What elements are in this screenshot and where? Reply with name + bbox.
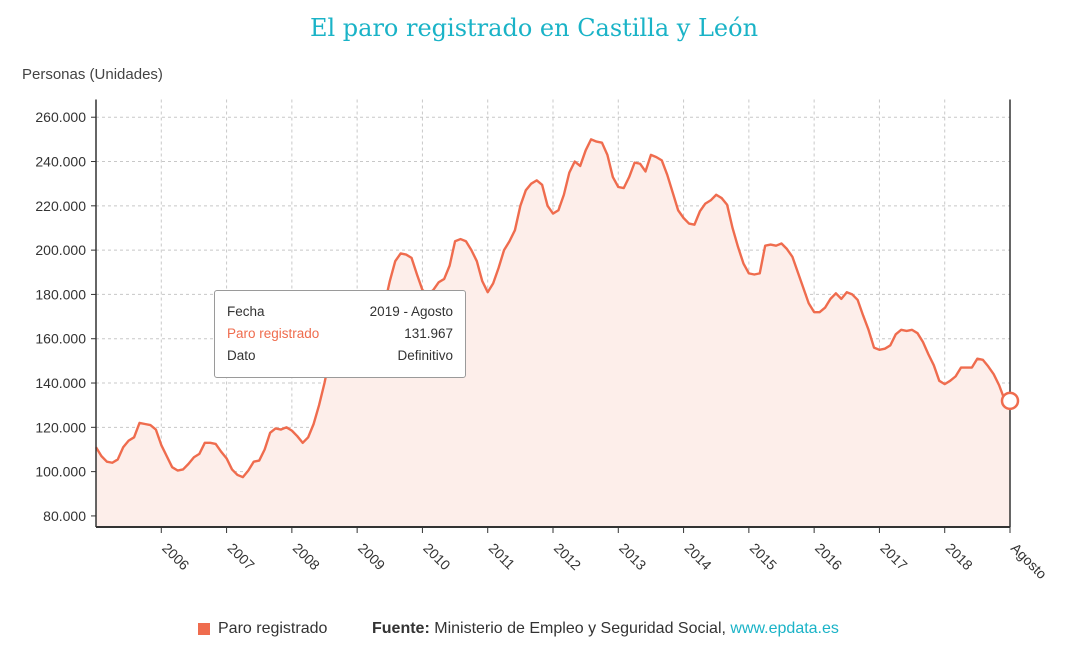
axis-layer	[91, 99, 1011, 533]
source-text: Ministerio de Empleo y Seguridad Social,	[434, 620, 726, 637]
tooltip-series-label: Paro registrado	[227, 326, 320, 341]
tooltip-row-status: Dato Definitivo	[227, 345, 453, 367]
y-tick-label: 220.000	[35, 198, 86, 214]
tooltip-date-label: Fecha	[227, 304, 265, 319]
x-tick-label: 2012	[551, 540, 584, 573]
legend-label: Paro registrado	[218, 620, 328, 637]
x-tick-label: 2011	[486, 540, 519, 573]
legend[interactable]: Paro registrado	[198, 620, 327, 638]
highlight-point	[1000, 391, 1020, 411]
tooltip-series-value: 131.967	[404, 326, 453, 341]
y-tick-label: 100.000	[35, 464, 86, 480]
series-line	[94, 138, 1011, 479]
y-tick-label: 120.000	[35, 419, 86, 435]
x-tick-label: 2013	[616, 540, 649, 573]
y-tick-label: 160.000	[35, 331, 86, 347]
x-tick-label: 2015	[747, 540, 780, 573]
x-tick-label: 2008	[290, 540, 323, 573]
series-area	[96, 139, 1010, 527]
tooltip-row-date: Fecha 2019 - Agosto	[227, 301, 453, 323]
tooltip-date-value: 2019 - Agosto	[369, 304, 453, 319]
line-chart[interactable]: 80.000 100.000 120.000 140.000 160.000 180.00…	[0, 0, 1068, 600]
source-note: Fuente: Ministerio de Empleo y Seguridad…	[372, 620, 839, 638]
tooltip-status-value: Definitivo	[397, 348, 453, 363]
y-tick-label: 180.000	[35, 286, 86, 302]
y-tick-label: 140.000	[35, 375, 86, 391]
tooltip-row-series: Paro registrado 131.967	[227, 323, 453, 345]
y-tick-label: 240.000	[35, 154, 86, 170]
source-link[interactable]: www.epdata.es	[730, 620, 839, 637]
x-tick-label: Agosto	[1008, 540, 1050, 582]
x-tick-label: 2018	[943, 540, 976, 573]
x-tick-label: 2016	[812, 540, 845, 573]
x-tick-label: 2010	[420, 540, 453, 573]
source-prefix: Fuente:	[372, 620, 430, 637]
legend-swatch	[198, 623, 210, 635]
chart-title: El paro registrado en Castilla y León	[309, 14, 759, 42]
data-tooltip: Fecha 2019 - Agosto Paro registrado 131.…	[214, 290, 466, 378]
x-tick-label: 2017	[877, 540, 910, 573]
y-tick-label: 200.000	[35, 242, 86, 258]
y-tick-label: 260.000	[35, 109, 86, 125]
area-layer	[94, 138, 1011, 527]
x-tick-label: 2006	[159, 540, 192, 573]
marker-layer	[1000, 391, 1020, 411]
x-tick-label: 2009	[355, 540, 388, 573]
tooltip-status-label: Dato	[227, 348, 256, 363]
y-axis-label: Personas (Unidades)	[22, 66, 163, 83]
y-tick-label: 80.000	[43, 508, 86, 524]
x-tick-label: 2014	[681, 540, 714, 573]
x-tick-label: 2007	[224, 540, 257, 573]
